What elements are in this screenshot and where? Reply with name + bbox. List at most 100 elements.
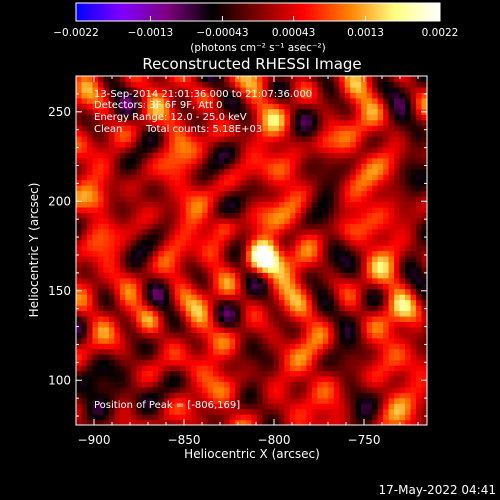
heatmap-cell [141, 343, 148, 350]
heatmap-cell [114, 261, 121, 268]
heatmap-cell [246, 190, 253, 197]
heatmap-cell [399, 92, 406, 99]
heatmap-cell [344, 108, 351, 115]
heatmap-cell [152, 179, 159, 186]
heatmap-cell [218, 195, 225, 203]
heatmap-cell [130, 174, 137, 181]
heatmap-cell [180, 332, 187, 339]
heatmap-cell [246, 245, 253, 252]
heatmap-cell [256, 81, 264, 88]
heatmap-cell [300, 179, 307, 186]
heatmap-cell [86, 272, 94, 279]
heatmap-cell [76, 381, 83, 388]
heatmap-cell [410, 141, 417, 148]
heatmap-cell [185, 315, 192, 322]
heatmap-cell [169, 86, 176, 93]
heatmap-cell [317, 76, 324, 83]
heatmap-cell [86, 86, 94, 93]
heatmap-cell [119, 92, 126, 99]
heatmap-cell [152, 272, 159, 279]
heatmap-cell [366, 217, 373, 224]
heatmap-cell [141, 272, 148, 279]
heatmap-cell [180, 228, 187, 235]
heatmap-cell [114, 217, 121, 224]
heatmap-cell [278, 288, 286, 295]
heatmap-cell [322, 125, 329, 132]
heatmap-cell [256, 217, 264, 224]
heatmap-cell [355, 228, 362, 235]
heatmap-cell [224, 234, 231, 241]
heatmap-cell [180, 141, 187, 148]
heatmap-cell [267, 266, 275, 273]
heatmap-cell [405, 190, 412, 197]
heatmap-cell [300, 97, 307, 104]
heatmap-cell [136, 408, 143, 415]
heatmap-cell [399, 245, 406, 252]
heatmap-cell [92, 114, 99, 121]
heatmap-cell [180, 103, 187, 110]
heatmap-cell [355, 321, 362, 328]
heatmap-cell [180, 76, 187, 83]
heatmap-cell [86, 255, 94, 263]
heatmap-cell [246, 255, 253, 263]
heatmap-cell [240, 408, 247, 415]
heatmap-cell [86, 163, 94, 170]
heatmap-cell [284, 119, 291, 126]
heatmap-cell [284, 294, 291, 301]
heatmap-cell [108, 315, 115, 322]
heatmap-cell [262, 190, 269, 197]
heatmap-cell [246, 403, 253, 410]
heatmap-cell [147, 348, 154, 355]
heatmap-cell [246, 315, 253, 322]
heatmap-cell [97, 174, 105, 181]
heatmap-cell [388, 157, 395, 164]
heatmap-cell [388, 255, 395, 263]
heatmap-cell [262, 348, 269, 355]
heatmap-cell [416, 119, 423, 126]
heatmap-cell [174, 135, 181, 143]
heatmap-cell [394, 81, 401, 88]
heatmap-cell [180, 81, 187, 88]
heatmap-cell [361, 141, 368, 148]
heatmap-cell [202, 234, 209, 241]
heatmap-cell [136, 337, 143, 344]
heatmap-cell [108, 321, 115, 328]
heatmap-cell [76, 261, 83, 268]
heatmap-cell [251, 288, 258, 295]
heatmap-cell [405, 108, 412, 115]
heatmap-cell [306, 408, 313, 415]
heatmap-cell [388, 92, 395, 99]
heatmap-cell [317, 185, 324, 192]
heatmap-cell [196, 326, 203, 333]
heatmap-cell [108, 239, 115, 246]
heatmap-cell [388, 365, 395, 372]
heatmap-cell [311, 217, 318, 224]
heatmap-cell [240, 397, 247, 404]
heatmap-cell [169, 125, 176, 132]
heatmap-cell [410, 359, 417, 366]
heatmap-cell [262, 255, 269, 263]
heatmap-cell [377, 239, 384, 246]
heatmap-cell [366, 299, 373, 306]
heatmap-cell [306, 223, 313, 230]
heatmap-cell [405, 392, 412, 399]
heatmap-cell [180, 392, 187, 399]
heatmap-cell [322, 152, 329, 159]
heatmap-cell [218, 348, 225, 355]
heatmap-cell [163, 217, 170, 224]
heatmap-cell [267, 114, 275, 121]
heatmap-cell [125, 141, 132, 148]
heatmap-cell [410, 185, 417, 192]
heatmap-cell [213, 217, 220, 224]
heatmap-cell [328, 392, 335, 399]
heatmap-cell [317, 212, 324, 219]
heatmap-cell [202, 245, 209, 252]
heatmap-cell [169, 348, 176, 355]
heatmap-cell [229, 375, 236, 382]
heatmap-cell [306, 81, 313, 88]
heatmap-cell [333, 255, 340, 263]
heatmap-cell [152, 250, 159, 257]
heatmap-cell [317, 97, 324, 104]
heatmap-cell [185, 163, 192, 170]
heatmap-cell [306, 141, 313, 148]
